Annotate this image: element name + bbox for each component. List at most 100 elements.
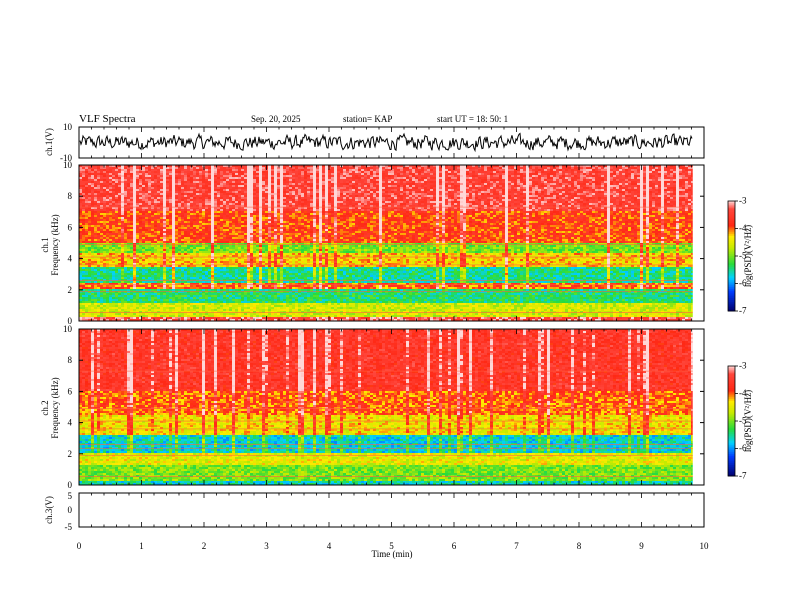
spectrogram-cell: [133, 191, 136, 193]
spectrogram-cell: [88, 249, 91, 251]
spectrogram-cell: [91, 239, 94, 241]
spectrogram-cell: [82, 183, 85, 185]
spectrogram-cell: [115, 305, 118, 307]
spectrogram-cell: [85, 277, 88, 279]
spectrogram-cell: [82, 199, 85, 201]
spectrogram-cell: [127, 259, 130, 261]
spectrogram-cell: [118, 273, 121, 275]
spectrogram-cell: [103, 213, 106, 215]
spectrogram-cell: [109, 181, 112, 183]
spectrogram-cell: [85, 189, 88, 191]
spectrogram-cell: [121, 211, 124, 213]
spectrogram-cell: [100, 267, 103, 269]
spectrogram-cell: [118, 229, 121, 231]
spectrogram-cell: [118, 281, 121, 283]
spectrogram-cell: [133, 177, 136, 179]
spectrogram-cell: [85, 281, 88, 283]
spectrogram-cell: [112, 223, 115, 225]
spectrogram-cell: [127, 191, 130, 193]
spectrogram-cell: [121, 317, 124, 319]
spectrogram-cell: [106, 183, 109, 185]
spectrogram-cell: [130, 183, 133, 185]
spectrogram-cell: [127, 315, 130, 317]
spectrogram-cell: [91, 193, 94, 195]
spectrogram-cell: [127, 167, 130, 169]
spectrogram-cell: [112, 221, 115, 223]
spectrogram-cell: [115, 185, 118, 187]
spectrogram-cell: [133, 287, 136, 289]
spectrogram-cell: [103, 189, 106, 191]
spectrogram-cell: [94, 253, 97, 255]
spectrogram-cell: [97, 205, 100, 207]
spectrogram-cell: [82, 247, 85, 249]
spectrogram-cell: [103, 273, 106, 275]
spectrogram-cell: [82, 179, 85, 181]
spectrogram-cell: [91, 185, 94, 187]
spectrogram-cell: [94, 173, 97, 175]
spectrogram-cell: [133, 213, 136, 215]
spectrogram-cell: [103, 261, 106, 263]
spectrogram-cell: [103, 179, 106, 181]
spectrogram-cell: [124, 225, 127, 227]
spectrogram-cell: [103, 305, 106, 307]
spectrogram-cell: [130, 285, 133, 287]
spectrogram-cell: [121, 251, 124, 253]
spectrogram-cell: [85, 275, 88, 277]
spectrogram-cell: [121, 259, 124, 261]
spectrogram-cell: [124, 203, 127, 205]
spectrogram-cell: [88, 293, 91, 295]
spectrogram-cell: [88, 309, 91, 311]
spectrogram-cell: [127, 233, 130, 235]
spectrogram-cell: [130, 217, 133, 219]
spectrogram-cell: [115, 261, 118, 263]
spectrogram-cell: [115, 239, 118, 241]
spectrogram-cell: [130, 169, 133, 171]
spectrogram-cell: [118, 205, 121, 207]
spectrogram-cell: [103, 217, 106, 219]
spectrogram-cell: [127, 237, 130, 239]
spectrogram-cell: [94, 309, 97, 311]
spectrogram-cell: [124, 181, 127, 183]
spectrogram-cell: [82, 225, 85, 227]
spectrogram-cell: [91, 199, 94, 201]
spectrogram-cell: [130, 173, 133, 175]
spectrogram-cell: [97, 275, 100, 277]
spectrogram-cell: [127, 215, 130, 217]
spectrogram-cell: [109, 175, 112, 177]
spectrogram-cell: [100, 199, 103, 201]
spectrogram-cell: [91, 261, 94, 263]
spectrogram-cell: [94, 239, 97, 241]
spectrogram-cell: [115, 287, 118, 289]
spectrogram-cell: [112, 179, 115, 181]
spectrogram-cell: [97, 281, 100, 283]
spectrogram-cell: [91, 287, 94, 289]
spectrogram-cell: [112, 235, 115, 237]
spectrogram-cell: [130, 303, 133, 305]
spectrogram-cell: [106, 297, 109, 299]
spectrogram-cell: [106, 303, 109, 305]
spectrogram-cell: [85, 213, 88, 215]
ch1-waveform-panel: 10 -10 ch.1(V): [44, 122, 704, 163]
spectrogram-cell: [118, 169, 121, 171]
spectrogram-cell: [109, 189, 112, 191]
spectrogram-cell: [88, 225, 91, 227]
spectrogram-cell: [85, 191, 88, 193]
spectrogram-cell: [106, 267, 109, 269]
spectrogram-cell: [133, 193, 136, 195]
spectrogram-cell: [94, 237, 97, 239]
spectrogram-cell: [97, 191, 100, 193]
spectrogram-cell: [130, 205, 133, 207]
spectrogram-cell: [85, 197, 88, 199]
spectrogram-cell: [130, 177, 133, 179]
spectrogram-cell: [121, 201, 124, 203]
spectrogram-cell: [109, 275, 112, 277]
spectrogram-cell: [97, 303, 100, 305]
spectrogram-cell: [103, 233, 106, 235]
spectrogram-cell: [100, 231, 103, 233]
spectrogram-cell: [94, 199, 97, 201]
spectrogram-cell: [88, 295, 91, 297]
ch1-spectrogram-image: [79, 165, 704, 321]
spectrogram-cell: [124, 235, 127, 237]
spectrogram-cell: [106, 211, 109, 213]
spectrogram-cell: [121, 169, 124, 171]
